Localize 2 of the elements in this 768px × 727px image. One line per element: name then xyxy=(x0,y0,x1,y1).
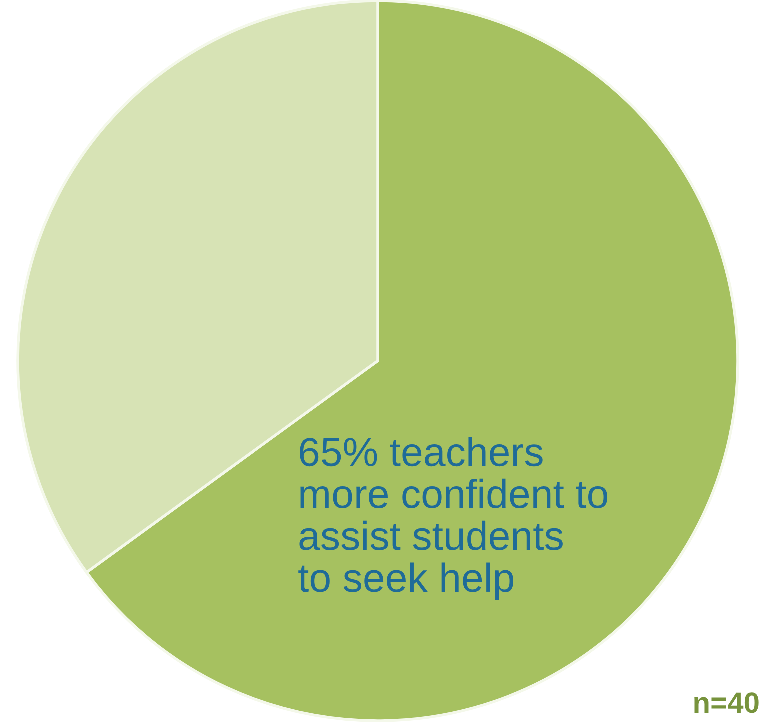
data-label: 65% teachers more confident to assist students to seek help xyxy=(298,437,608,600)
text: n=40 xyxy=(694,692,759,714)
